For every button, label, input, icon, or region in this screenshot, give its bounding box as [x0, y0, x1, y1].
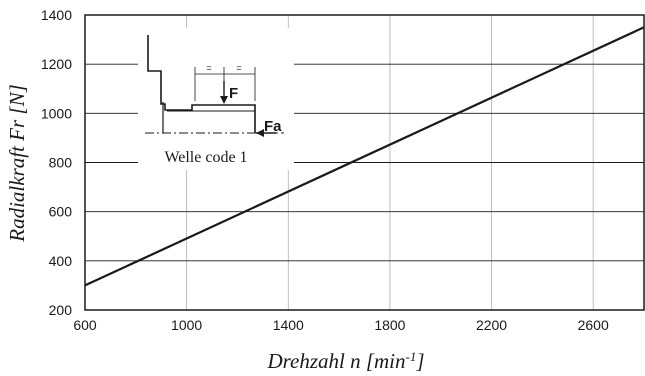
inset-shaft-diagram: = = F Fa Welle code 1 — [138, 28, 294, 170]
y-tick-label: 1200 — [41, 56, 72, 72]
x-tick-label: 1000 — [171, 317, 202, 333]
grid-lines — [85, 15, 644, 310]
x-tick-label: 2600 — [578, 317, 609, 333]
y-tick-label: 1000 — [41, 105, 72, 121]
series-line — [84, 26, 645, 287]
x-axis-title: Drehzahl n [min-1] — [266, 349, 424, 373]
inset-caption: Welle code 1 — [164, 149, 247, 166]
x-tick-labels: 600 1000 1400 1800 2200 2600 — [73, 317, 609, 333]
y-tick-label: 800 — [49, 155, 73, 171]
y-tick-label: 200 — [49, 302, 73, 318]
plot-frame — [84, 14, 645, 311]
x-tick-label: 1800 — [374, 317, 405, 333]
x-tick-label: 600 — [73, 317, 97, 333]
equal-mark-right: = — [236, 63, 241, 73]
equal-mark-left: = — [206, 63, 211, 73]
y-axis-title: Radialkraft Fr [N] — [5, 84, 29, 243]
series-lines — [84, 26, 645, 287]
x-tick-label: 1400 — [273, 317, 304, 333]
y-tick-label: 400 — [49, 253, 73, 269]
force-label: F — [229, 85, 238, 102]
axial-force-label: Fa — [264, 118, 282, 135]
y-tick-labels: 200 400 600 800 1000 1200 1400 — [41, 7, 72, 318]
x-tick-label: 2200 — [476, 317, 507, 333]
inset-background — [138, 28, 294, 170]
y-tick-label: 600 — [49, 204, 73, 220]
y-tick-label: 1400 — [41, 7, 72, 23]
shaft-outline — [147, 35, 256, 133]
force-arrow-head — [220, 96, 228, 104]
axial-force-arrow-head — [256, 129, 264, 137]
